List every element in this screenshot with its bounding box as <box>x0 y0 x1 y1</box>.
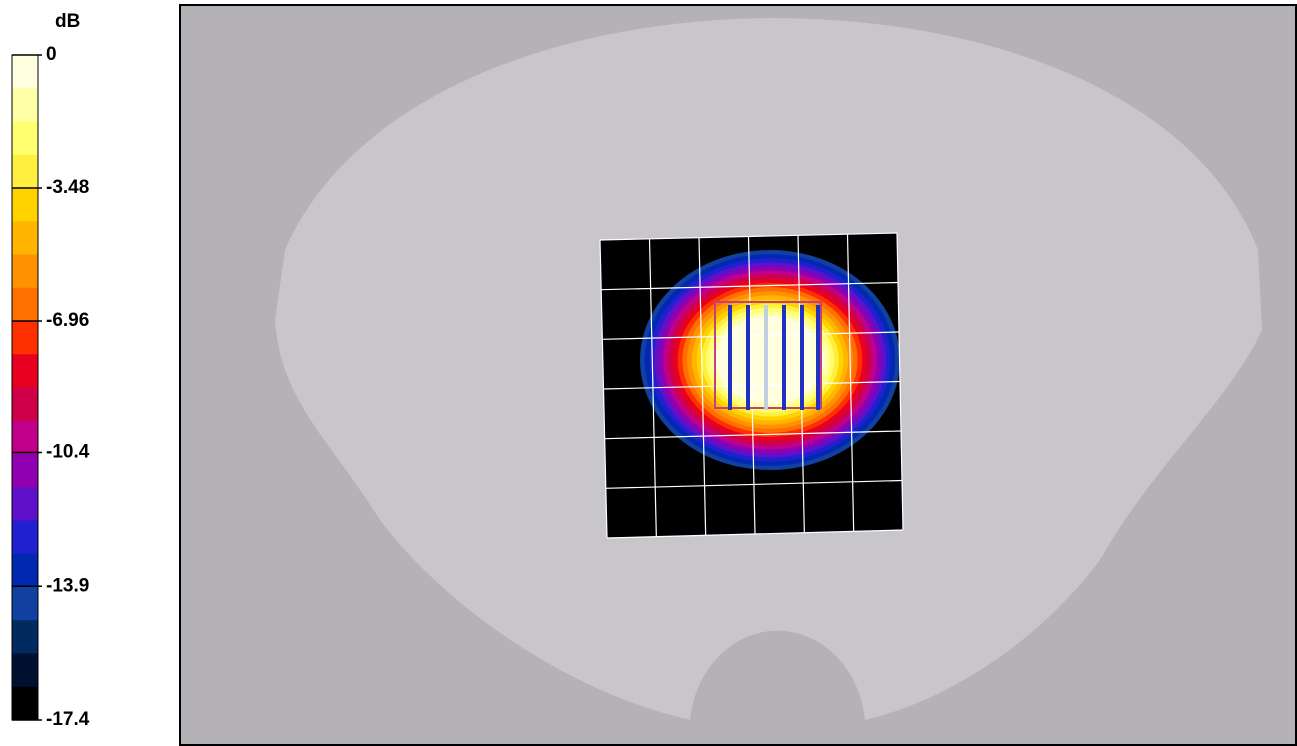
colorbar-unit: dB <box>55 11 80 32</box>
colorbar-band <box>12 553 38 588</box>
colorbar-tick-label: -17.4 <box>46 709 90 730</box>
colorbar-tick-label: -13.9 <box>46 575 89 596</box>
colorbar-band <box>12 354 38 388</box>
colorbar-band <box>12 653 38 688</box>
colorbar-tick-label: 0 <box>46 44 57 65</box>
colorbar-band <box>12 254 38 289</box>
colorbar-band <box>12 154 38 189</box>
colorbar-band <box>12 55 38 89</box>
colorbar-band <box>12 520 38 555</box>
colorbar-band <box>12 454 38 488</box>
colorbar-band <box>12 387 38 422</box>
colorbar-tick-label: -10.4 <box>46 441 90 462</box>
grid-line <box>606 529 904 539</box>
colorbar-band <box>12 487 38 521</box>
colorbar-band <box>12 188 38 222</box>
colorbar-band <box>12 686 38 721</box>
colorbar-tick-label: -6.96 <box>46 310 89 331</box>
device <box>714 301 822 410</box>
colorbar-band <box>12 587 38 621</box>
colorbar-tick-label: -3.48 <box>46 177 89 198</box>
grid-line <box>605 479 903 489</box>
colorbar-band <box>12 221 38 255</box>
grid-line <box>896 232 904 531</box>
heat-contour <box>715 315 825 405</box>
colorbar: 0 -3.48 -6.96 -10.4 -13.9 -17.4 <box>11 44 90 730</box>
colorbar-band <box>12 420 38 455</box>
colorbar-band <box>12 321 38 355</box>
colorbar-band <box>12 121 38 156</box>
scan-grid <box>599 232 904 539</box>
colorbar-band <box>12 620 38 654</box>
colorbar-band <box>12 88 38 122</box>
colorbar-band <box>12 287 38 322</box>
